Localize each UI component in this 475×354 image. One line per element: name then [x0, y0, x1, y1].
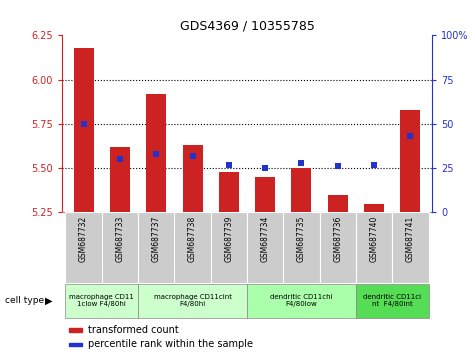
Bar — [211, 212, 247, 283]
Text: GSM687735: GSM687735 — [297, 216, 306, 262]
Title: GDS4369 / 10355785: GDS4369 / 10355785 — [180, 20, 314, 33]
Bar — [219, 172, 239, 212]
Bar — [66, 212, 102, 283]
Text: dendritic CD11ci
nt  F4/80int: dendritic CD11ci nt F4/80int — [363, 295, 421, 307]
Bar — [66, 284, 138, 318]
Text: macrophage CD11cint
F4/80hi: macrophage CD11cint F4/80hi — [153, 295, 231, 307]
Bar — [69, 329, 82, 332]
Bar — [69, 343, 82, 346]
Bar — [356, 212, 392, 283]
Bar — [182, 145, 202, 212]
Bar — [146, 94, 166, 212]
Text: macrophage CD11
1clow F4/80hi: macrophage CD11 1clow F4/80hi — [69, 295, 134, 307]
Text: GSM687736: GSM687736 — [333, 216, 342, 262]
Bar — [138, 212, 174, 283]
Bar — [138, 284, 247, 318]
Text: GSM687738: GSM687738 — [188, 216, 197, 262]
Bar — [102, 212, 138, 283]
Bar — [356, 284, 428, 318]
Bar — [255, 177, 275, 212]
Text: GSM687740: GSM687740 — [370, 216, 379, 262]
Text: cell type: cell type — [5, 296, 44, 306]
Bar — [247, 284, 356, 318]
Bar — [74, 48, 94, 212]
Text: dendritic CD11chi
F4/80low: dendritic CD11chi F4/80low — [270, 295, 333, 307]
Text: GSM687733: GSM687733 — [115, 216, 124, 262]
Text: GSM687734: GSM687734 — [261, 216, 270, 262]
Text: percentile rank within the sample: percentile rank within the sample — [88, 339, 253, 349]
Bar — [174, 212, 211, 283]
Bar — [364, 204, 384, 212]
Text: GSM687737: GSM687737 — [152, 216, 161, 262]
Bar — [283, 212, 320, 283]
Bar — [247, 212, 283, 283]
Bar — [292, 168, 312, 212]
Text: transformed count: transformed count — [88, 325, 179, 335]
Text: GSM687732: GSM687732 — [79, 216, 88, 262]
Text: GSM687741: GSM687741 — [406, 216, 415, 262]
Bar — [320, 212, 356, 283]
Bar — [110, 147, 130, 212]
Bar — [400, 110, 420, 212]
Bar — [392, 212, 428, 283]
Text: GSM687739: GSM687739 — [224, 216, 233, 262]
Text: ▶: ▶ — [45, 296, 52, 306]
Bar — [328, 195, 348, 212]
